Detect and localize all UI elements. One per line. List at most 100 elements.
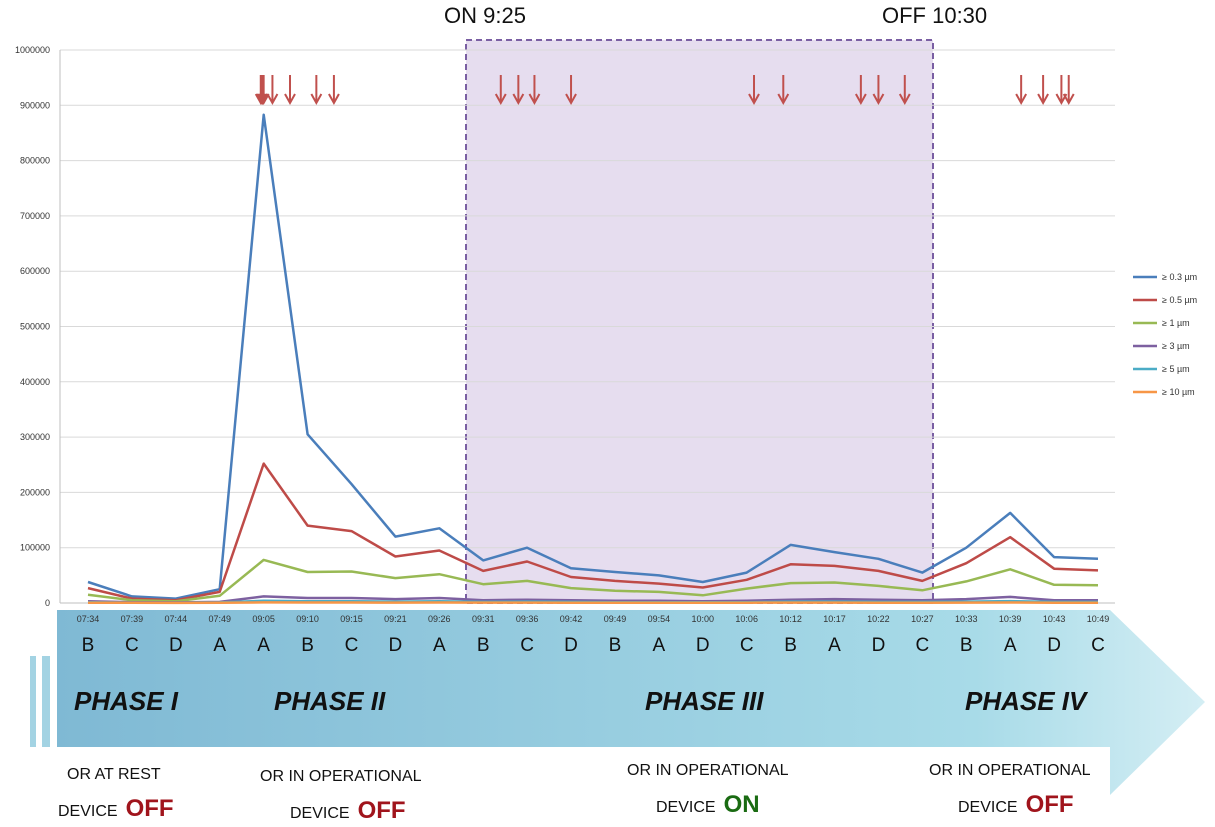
y-tick-label: 500000 bbox=[20, 322, 50, 332]
y-tick-label: 800000 bbox=[20, 156, 50, 166]
legend-label: ≥ 1 µm bbox=[1162, 318, 1190, 328]
door-opening-arrowhead bbox=[528, 93, 541, 106]
device-on-label: ON 9:25 bbox=[444, 3, 526, 28]
x-tick-label: 10:12 bbox=[779, 614, 802, 624]
y-tick-label: 600000 bbox=[20, 266, 50, 276]
y-tick-label: 300000 bbox=[20, 432, 50, 442]
x-tick-label: 07:34 bbox=[77, 614, 100, 624]
x-tick-label: 09:10 bbox=[296, 614, 319, 624]
x-tick-label: 09:36 bbox=[516, 614, 539, 624]
door-opening-arrowhead bbox=[266, 93, 279, 106]
phase-1-label: PHASE I bbox=[74, 686, 179, 716]
room-label: B bbox=[301, 635, 314, 656]
room-label: C bbox=[1091, 635, 1105, 656]
room-label: B bbox=[477, 635, 490, 656]
phase-2-device-status: DEVICE OFF bbox=[290, 797, 406, 825]
door-opening-arrowhead bbox=[310, 93, 323, 106]
y-tick-label: 900000 bbox=[20, 100, 50, 110]
x-tick-label: 10:43 bbox=[1043, 614, 1066, 624]
phase-2-label: PHASE II bbox=[274, 686, 386, 716]
door-opening-arrowhead bbox=[328, 93, 340, 106]
x-tick-label: 10:22 bbox=[867, 614, 890, 624]
series-line bbox=[87, 558, 1099, 603]
door-opening-arrowhead bbox=[898, 93, 911, 106]
x-tick-label: 09:31 bbox=[472, 614, 495, 624]
y-tick-label: 700000 bbox=[20, 211, 50, 221]
room-label: A bbox=[257, 635, 270, 656]
room-label: A bbox=[653, 635, 666, 656]
room-label: A bbox=[1004, 635, 1017, 656]
device-on-box bbox=[465, 39, 934, 604]
device-state: OFF bbox=[1025, 791, 1074, 818]
x-tick-label: 10:33 bbox=[955, 614, 978, 624]
door-opening-arrowhead bbox=[777, 93, 790, 106]
x-tick-label: 07:44 bbox=[165, 614, 188, 624]
room-label: D bbox=[389, 635, 403, 656]
door-opening-arrowhead bbox=[494, 93, 507, 106]
device-state: OFF bbox=[125, 795, 174, 822]
door-opening-arrowhead bbox=[284, 93, 296, 106]
x-tick-label: 10:49 bbox=[1087, 614, 1110, 624]
y-tick-label: 1000000 bbox=[15, 45, 50, 55]
series-line bbox=[87, 601, 1098, 605]
door-opening-arrowhead bbox=[854, 93, 867, 106]
room-label: B bbox=[609, 635, 622, 656]
x-tick-label: 09:05 bbox=[252, 614, 275, 624]
device-off-label: OFF 10:30 bbox=[882, 3, 988, 28]
room-label: C bbox=[915, 635, 929, 656]
door-opening-arrowhead bbox=[748, 93, 760, 106]
y-tick-label: 400000 bbox=[20, 377, 50, 387]
x-tick-label: 10:17 bbox=[823, 614, 846, 624]
door-opening-arrowhead bbox=[1062, 93, 1075, 106]
door-opening-arrowhead bbox=[512, 93, 525, 106]
door-opening-arrowhead bbox=[1037, 93, 1049, 106]
legend-label: ≥ 0.3 µm bbox=[1162, 272, 1197, 282]
room-label: A bbox=[433, 635, 446, 656]
phase-3-subtitle: OR IN OPERATIONAL bbox=[627, 762, 789, 779]
device-word: DEVICE bbox=[290, 805, 350, 822]
room-label: D bbox=[564, 635, 578, 656]
room-label: D bbox=[872, 635, 886, 656]
door-opening-arrowhead bbox=[256, 93, 269, 106]
x-tick-label: 10:27 bbox=[911, 614, 934, 624]
room-label: C bbox=[520, 635, 534, 656]
legend-label: ≥ 10 µm bbox=[1162, 387, 1195, 397]
room-label: B bbox=[82, 635, 95, 656]
device-word: DEVICE bbox=[656, 799, 716, 816]
door-opening-arrowhead bbox=[257, 93, 270, 106]
x-tick-label: 10:39 bbox=[999, 614, 1022, 624]
room-label: D bbox=[169, 635, 183, 656]
x-tick-label: 10:06 bbox=[735, 614, 758, 624]
phase-1-subtitle: OR AT REST bbox=[67, 766, 161, 783]
room-label: C bbox=[345, 635, 359, 656]
door-opening-arrowhead bbox=[1015, 93, 1028, 106]
x-tick-label: 09:42 bbox=[560, 614, 583, 624]
y-tick-label: 200000 bbox=[20, 487, 50, 497]
y-tick-label: 0 bbox=[45, 598, 50, 608]
door-opening-arrowhead bbox=[565, 93, 577, 106]
door-opening-arrowhead bbox=[872, 93, 885, 106]
room-label: A bbox=[828, 635, 841, 656]
legend-label: ≥ 0.5 µm bbox=[1162, 295, 1197, 305]
x-tick-label: 09:49 bbox=[604, 614, 627, 624]
x-tick-label: 09:54 bbox=[648, 614, 671, 624]
phase-4-device-status: DEVICE OFF bbox=[958, 791, 1074, 819]
timeline-stripe bbox=[30, 656, 36, 747]
room-label: B bbox=[784, 635, 797, 656]
phase-3-device-status: DEVICE ON bbox=[656, 791, 760, 819]
device-word: DEVICE bbox=[958, 799, 1018, 816]
phase-1-device-status: DEVICE OFF bbox=[58, 795, 174, 823]
room-label: B bbox=[960, 635, 973, 656]
x-tick-label: 07:49 bbox=[208, 614, 231, 624]
x-tick-label: 10:00 bbox=[692, 614, 715, 624]
phase-2-subtitle: OR IN OPERATIONAL bbox=[260, 768, 422, 785]
series-line bbox=[87, 113, 1099, 600]
device-state: ON bbox=[723, 791, 760, 818]
x-tick-label: 07:39 bbox=[121, 614, 144, 624]
device-state: OFF bbox=[357, 797, 406, 824]
x-tick-label: 09:21 bbox=[384, 614, 407, 624]
room-label: D bbox=[696, 635, 710, 656]
series-line bbox=[87, 462, 1099, 602]
y-tick-label: 100000 bbox=[20, 543, 50, 553]
